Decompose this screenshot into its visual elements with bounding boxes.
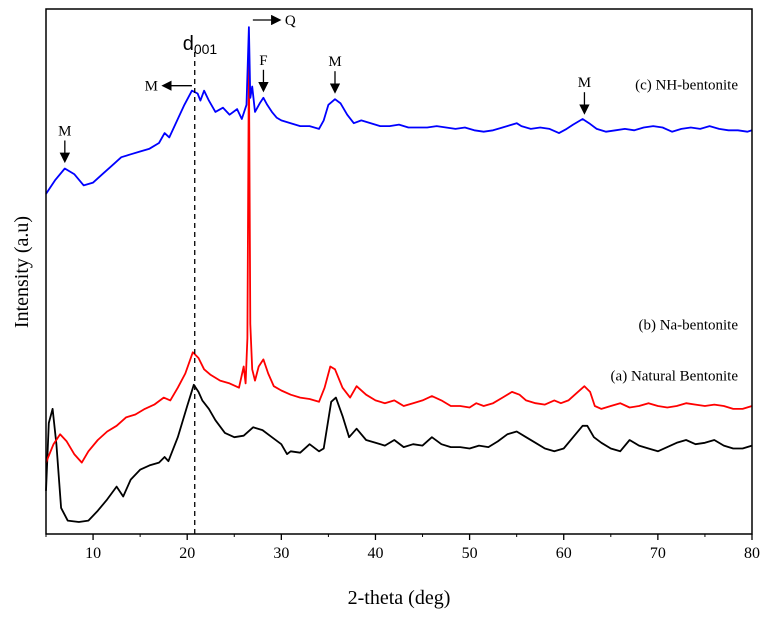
annotation-text: M	[328, 54, 341, 70]
series-label: (c) NH-bentonite	[635, 77, 738, 93]
d001-label: d001	[183, 33, 218, 57]
series-line-a-natural-bentonite	[45, 383, 753, 523]
series-labels: (a) Natural Bentonite (b) Na-bentonite (c)…	[611, 77, 739, 384]
annotation-text: M	[58, 123, 71, 139]
x-tick-label: 60	[556, 545, 572, 562]
series-label: (b) Na-bentonite	[638, 318, 738, 334]
x-tick-label: 50	[462, 545, 478, 562]
annotation-text: M	[145, 79, 158, 95]
annotation-q: Q	[252, 13, 296, 29]
annotation-text: Q	[285, 13, 296, 29]
x-tick-label: 10	[85, 545, 101, 562]
series-layer	[45, 26, 753, 523]
x-axis-title: 2-theta (deg)	[348, 587, 451, 609]
annotation-f: F	[258, 53, 269, 93]
annotation-m: M	[578, 75, 591, 115]
x-tick-label: 20	[179, 545, 195, 562]
annotation-m: M	[328, 54, 342, 94]
x-tick-label: 30	[273, 545, 289, 562]
x-tick-label: 80	[744, 545, 760, 562]
annotation-m: M	[58, 123, 71, 164]
annotation-text: F	[259, 53, 267, 69]
x-tick-label: 70	[650, 545, 666, 562]
y-axis-title: Intensity (a.u)	[11, 216, 33, 328]
x-axis: 10 20 30 40 50 60 70 80	[45, 534, 760, 562]
series-label: (a) Natural Bentonite	[611, 369, 739, 385]
plot-frame	[45, 8, 753, 535]
annotation-text: M	[578, 75, 591, 91]
x-tick-label: 40	[367, 545, 383, 562]
series-line-c-nh-bentonite	[45, 26, 753, 195]
annotation-layer: M M Q F M M	[58, 13, 591, 164]
reference-line-group: d001	[183, 33, 218, 534]
series-line-b-na-bentonite	[45, 54, 753, 464]
annotation-m: M	[145, 79, 192, 95]
